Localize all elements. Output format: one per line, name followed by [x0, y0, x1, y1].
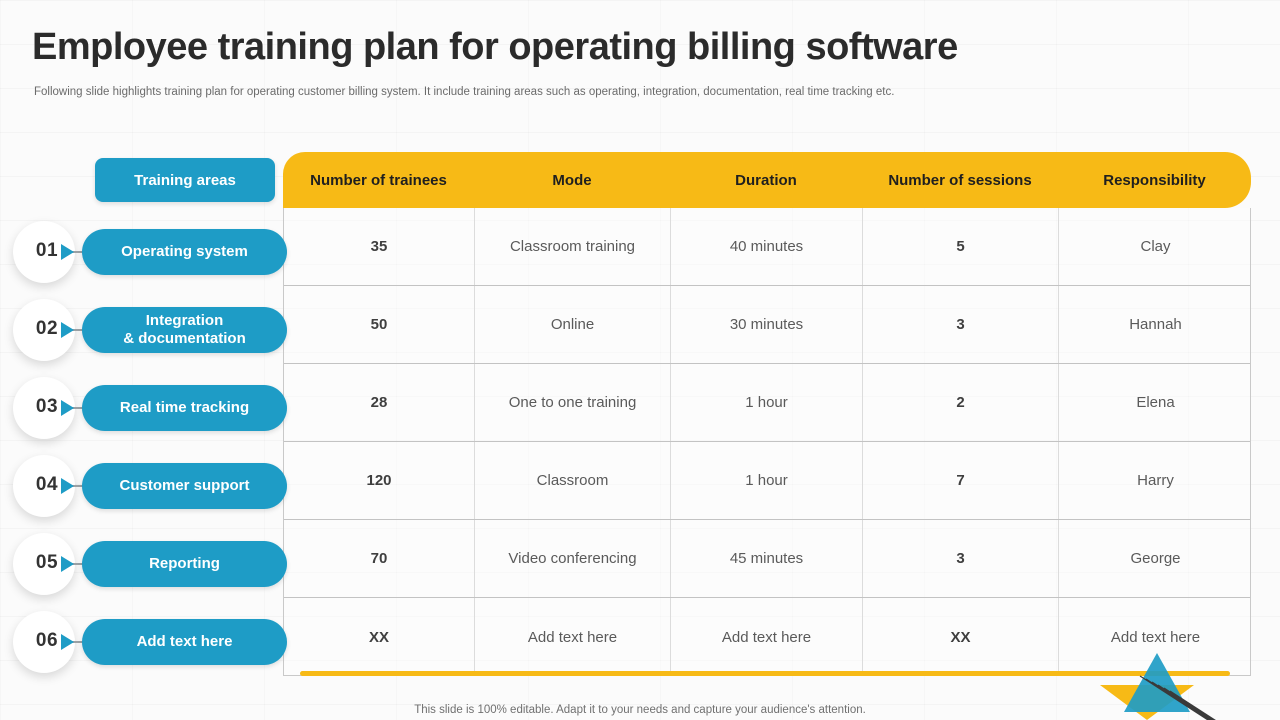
training-area-item-03: 03 Real time tracking	[0, 369, 290, 447]
table-row: XX Add text here Add text here XX Add te…	[284, 598, 1250, 676]
training-area-pill: Reporting	[82, 541, 287, 587]
brand-logo	[1100, 653, 1216, 720]
arrow-right-icon	[61, 244, 74, 260]
arrow-right-icon	[61, 556, 74, 572]
table-header: Number of trainees Mode Duration Number …	[283, 152, 1251, 208]
cell-mode: One to one training	[475, 364, 671, 441]
training-area-pill: Real time tracking	[82, 385, 287, 431]
cell-trainees: 50	[284, 286, 475, 363]
slide-subtitle: Following slide highlights training plan…	[34, 86, 895, 98]
step-number: 03	[35, 396, 59, 417]
cell-sessions: 7	[863, 442, 1059, 519]
arrow-right-icon	[61, 400, 74, 416]
cell-responsibility: Elena	[1136, 394, 1175, 411]
connector-line	[72, 329, 88, 331]
cell-trainees-placeholder[interactable]: XX	[284, 598, 475, 676]
cell-mode: Online	[475, 286, 671, 363]
cell-duration: 1 hour	[671, 364, 863, 441]
column-header-responsibility: Responsibility	[1103, 171, 1206, 189]
cell-duration: 1 hour	[671, 442, 863, 519]
column-header-mode: Mode	[552, 171, 592, 189]
training-area-pill: Customer support	[82, 463, 287, 509]
training-area-item-04: 04 Customer support	[0, 447, 290, 525]
cell-sessions: 3	[863, 286, 1059, 363]
training-areas-header-button: Training areas	[95, 158, 275, 202]
cell-trainees: 28	[284, 364, 475, 441]
step-number: 01	[35, 240, 59, 261]
training-area-pill: Integration & documentation	[82, 307, 287, 353]
footer-note: This slide is 100% editable. Adapt it to…	[414, 704, 866, 716]
cell-responsibility: George	[1130, 550, 1181, 567]
cell-responsibility: Hannah	[1129, 316, 1182, 333]
cell-duration: 40 minutes	[671, 208, 863, 285]
step-number: 05	[35, 552, 59, 573]
cell-sessions-placeholder[interactable]: XX	[863, 598, 1059, 676]
training-area-pill: Operating system	[82, 229, 287, 275]
training-area-item-05: 05 Reporting	[0, 525, 290, 603]
cell-duration: 30 minutes	[671, 286, 863, 363]
accent-underline	[300, 671, 1230, 676]
logo-blue-triangle	[1124, 653, 1190, 712]
cell-mode: Video conferencing	[475, 520, 671, 597]
cell-duration: 45 minutes	[671, 520, 863, 597]
training-table: 35 Classroom training 40 minutes 5 Clay …	[283, 208, 1251, 676]
column-header-trainees: Number of trainees	[310, 171, 447, 189]
connector-line	[72, 641, 88, 643]
connector-line	[72, 251, 88, 253]
cell-sessions: 2	[863, 364, 1059, 441]
arrow-right-icon	[61, 322, 74, 338]
table-row: 50 Online 30 minutes 3 Hannah	[284, 286, 1250, 364]
cell-sessions: 5	[863, 208, 1059, 285]
arrow-right-icon	[61, 478, 74, 494]
column-header-sessions: Number of sessions	[888, 171, 1032, 189]
cell-trainees: 120	[284, 442, 475, 519]
training-area-pill-placeholder[interactable]: Add text here	[82, 619, 287, 665]
cell-trainees: 35	[284, 208, 475, 285]
cell-mode-placeholder[interactable]: Add text here	[475, 598, 671, 676]
arrow-right-icon	[61, 634, 74, 650]
logo-hatch-lines	[1139, 675, 1216, 720]
connector-line	[72, 485, 88, 487]
table-row: 120 Classroom 1 hour 7 Harry	[284, 442, 1250, 520]
cell-responsibility: Harry	[1137, 472, 1174, 489]
table-row: 70 Video conferencing 45 minutes 3 Georg…	[284, 520, 1250, 598]
cell-trainees: 70	[284, 520, 475, 597]
cell-responsibility-placeholder[interactable]: Add text here	[1110, 628, 1201, 646]
cell-mode: Classroom	[475, 442, 671, 519]
page-title: Employee training plan for operating bil…	[32, 26, 958, 68]
training-area-item-01: 01 Operating system	[0, 213, 290, 291]
column-header-duration: Duration	[735, 171, 797, 189]
connector-line	[72, 407, 88, 409]
table-row: 28 One to one training 1 hour 2 Elena	[284, 364, 1250, 442]
cell-responsibility: Clay	[1140, 238, 1171, 255]
cell-duration-placeholder[interactable]: Add text here	[671, 598, 863, 676]
connector-line	[72, 563, 88, 565]
step-number: 06	[35, 630, 59, 651]
step-number: 02	[35, 318, 59, 339]
cell-sessions: 3	[863, 520, 1059, 597]
training-area-item-06: 06 Add text here	[0, 603, 290, 681]
step-number: 04	[35, 474, 59, 495]
cell-mode: Classroom training	[475, 208, 671, 285]
table-row: 35 Classroom training 40 minutes 5 Clay	[284, 208, 1250, 286]
training-area-item-02: 02 Integration & documentation	[0, 291, 290, 369]
